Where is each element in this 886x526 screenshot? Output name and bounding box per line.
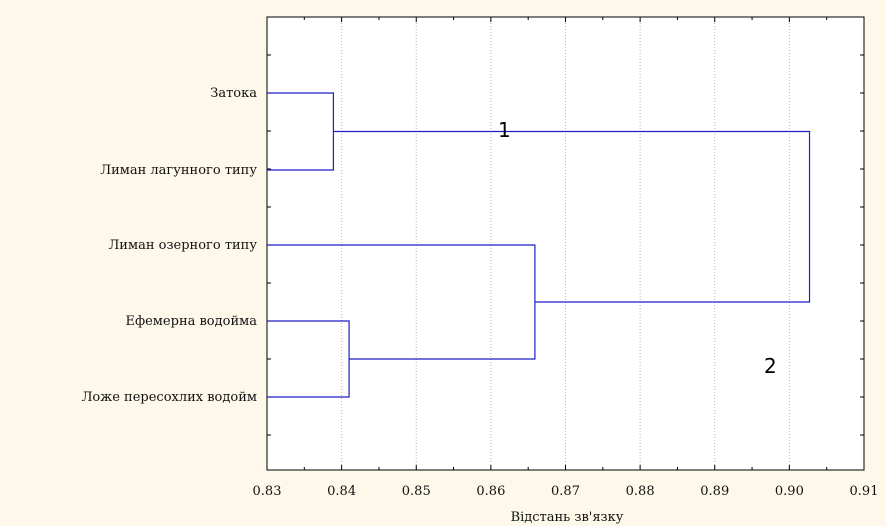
leaf-label: Затока [210, 86, 257, 101]
x-tick-label: 0.84 [327, 484, 356, 499]
leaf-label: Лиман лагунного типу [100, 163, 257, 178]
x-axis-label: Відстань зв'язку [511, 510, 624, 525]
annotation-1: 1 [498, 118, 511, 142]
x-tick-label: 0.87 [551, 484, 580, 499]
annotation-2: 2 [764, 354, 777, 378]
x-tick-label: 0.90 [775, 484, 804, 499]
x-tick-labels: 0.83 0.84 0.85 0.86 0.87 0.88 0.89 0.90 0.91 [253, 484, 879, 499]
x-tick-label: 0.85 [402, 484, 431, 499]
x-tick-label: 0.86 [476, 484, 505, 499]
axis-ticks [266, 16, 865, 470]
leaf-label: Лиман озерного типу [108, 238, 257, 253]
dendrogram-link [267, 320, 350, 398]
x-tick-label: 0.88 [626, 484, 655, 499]
dendrogram-link [267, 92, 335, 171]
leaf-labels: Затока Лиман лагунного типу Лиман озерного… [82, 86, 258, 405]
x-tick-label: 0.89 [700, 484, 729, 499]
dendrogram-link [333, 130, 811, 303]
plot-area [266, 16, 865, 471]
leaf-label: Ложе пересохлих водойм [82, 390, 257, 405]
dendrogram-tree [267, 92, 811, 398]
x-tick-label: 0.91 [850, 484, 879, 499]
x-tick-label: 0.83 [253, 484, 282, 499]
grid-lines [341, 17, 790, 470]
leaf-label: Ефемерна водойма [125, 314, 257, 329]
